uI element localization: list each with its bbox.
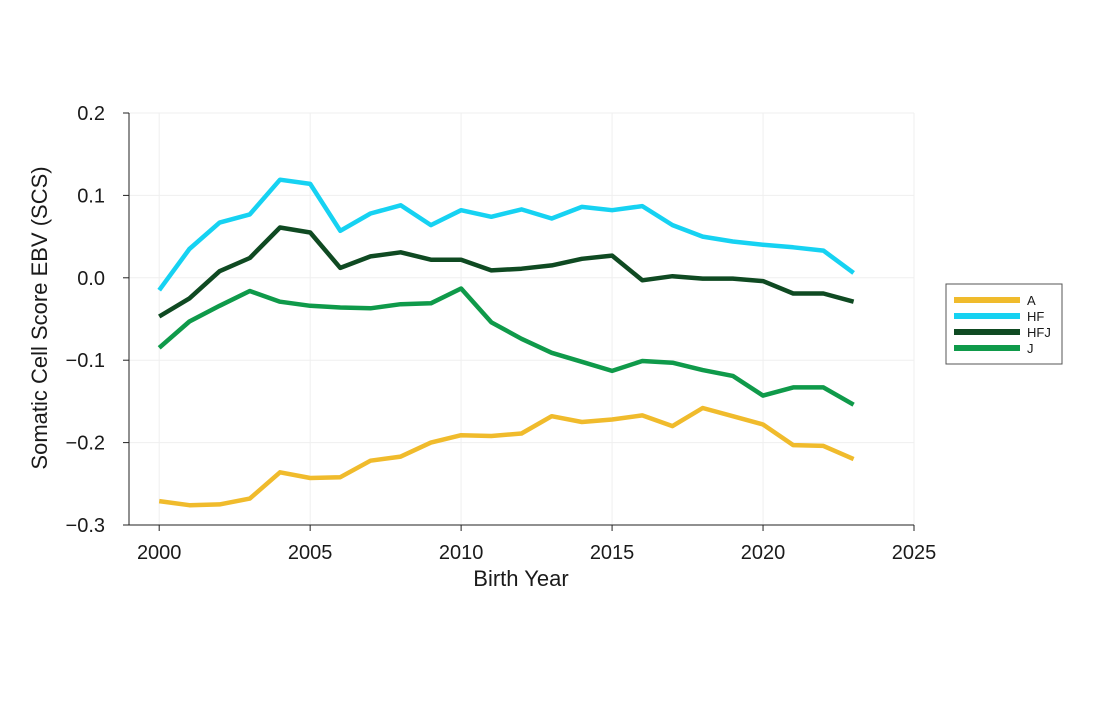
grid-lines (129, 112, 915, 526)
series-lines (157, 177, 855, 508)
series-line-hfj (158, 225, 855, 319)
y-tick-label: 0.2 (77, 103, 105, 125)
x-axis-ticks: 2000 2005 2010 2015 2020 2025 (137, 525, 936, 564)
x-axis-title: Birth Year (473, 566, 568, 591)
y-tick-label: −0.2 (66, 433, 105, 455)
x-tick-label: 2010 (439, 542, 484, 564)
legend-label-a: A (1027, 293, 1036, 308)
x-tick-label: 2005 (288, 542, 333, 564)
legend-label-hf: HF (1027, 309, 1044, 324)
x-tick-label: 2000 (137, 542, 182, 564)
y-tick-label: 0.0 (77, 268, 105, 290)
y-tick-label: −0.3 (66, 515, 105, 537)
x-tick-label: 2020 (741, 542, 786, 564)
series-line-hf (157, 177, 855, 292)
series-line-j (157, 286, 855, 407)
y-axis-ticks: −0.3 −0.2 −0.1 0.0 0.1 0.2 (66, 103, 129, 537)
y-axis-title: Somatic Cell Score EBV (SCS) (27, 166, 52, 469)
x-tick-label: 2015 (590, 542, 635, 564)
legend-label-j: J (1027, 341, 1034, 356)
legend-box (945, 283, 1063, 365)
legend-label-hfj: HFJ (1027, 325, 1051, 340)
y-tick-label: −0.1 (66, 350, 105, 372)
y-tick-label: 0.1 (77, 185, 105, 207)
x-tick-label: 2025 (892, 542, 937, 564)
series-line-a (158, 405, 855, 508)
